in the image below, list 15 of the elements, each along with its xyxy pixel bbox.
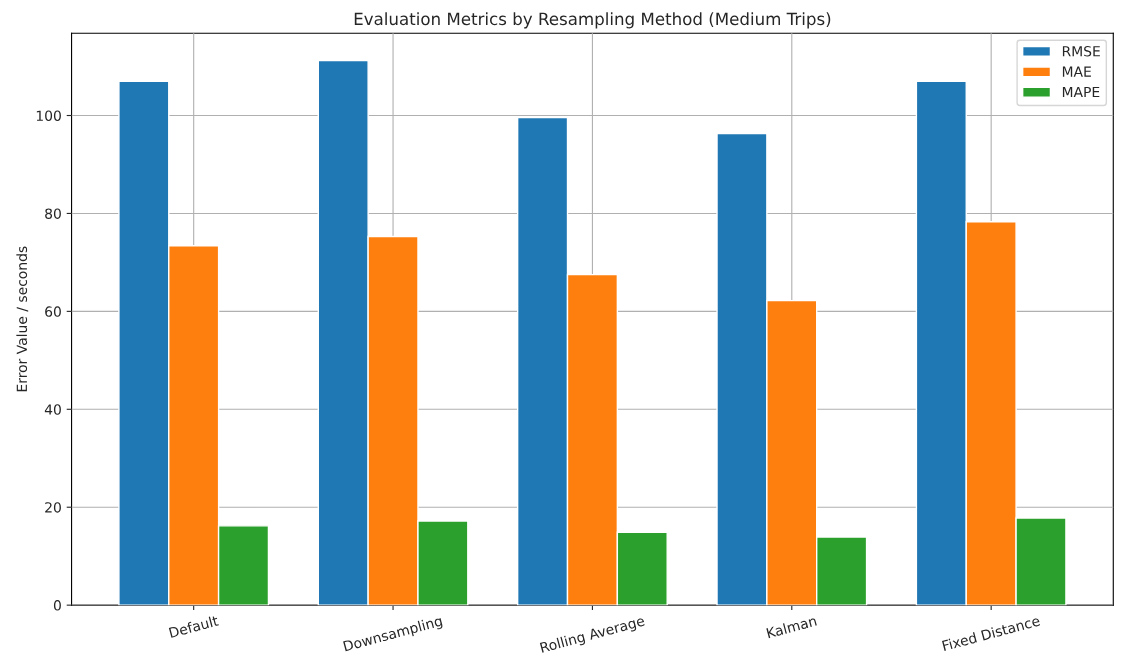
y-tick-label: 80 [45, 208, 61, 219]
y-axis-title: Error Value / seconds [16, 246, 29, 392]
x-tick-label: Default [168, 614, 219, 639]
x-tick-label: Kalman [766, 615, 817, 639]
x-tick-label: Fixed Distance [941, 615, 1041, 652]
y-tick-label: 0 [53, 600, 61, 611]
legend-label: MAE [1062, 66, 1091, 77]
x-tick-label: Rolling Average [539, 615, 646, 656]
legend-label: MAPE [1062, 86, 1100, 98]
y-tick-label: 40 [44, 404, 61, 415]
chart-title: Evaluation Metrics by Resampling Method (Medium Trips) [354, 12, 831, 29]
y-tick-label: 100 [36, 110, 61, 121]
y-tick-label: 60 [45, 306, 61, 317]
y-tick-label: 20 [45, 502, 61, 513]
legend-label: RMSE [1062, 46, 1100, 57]
